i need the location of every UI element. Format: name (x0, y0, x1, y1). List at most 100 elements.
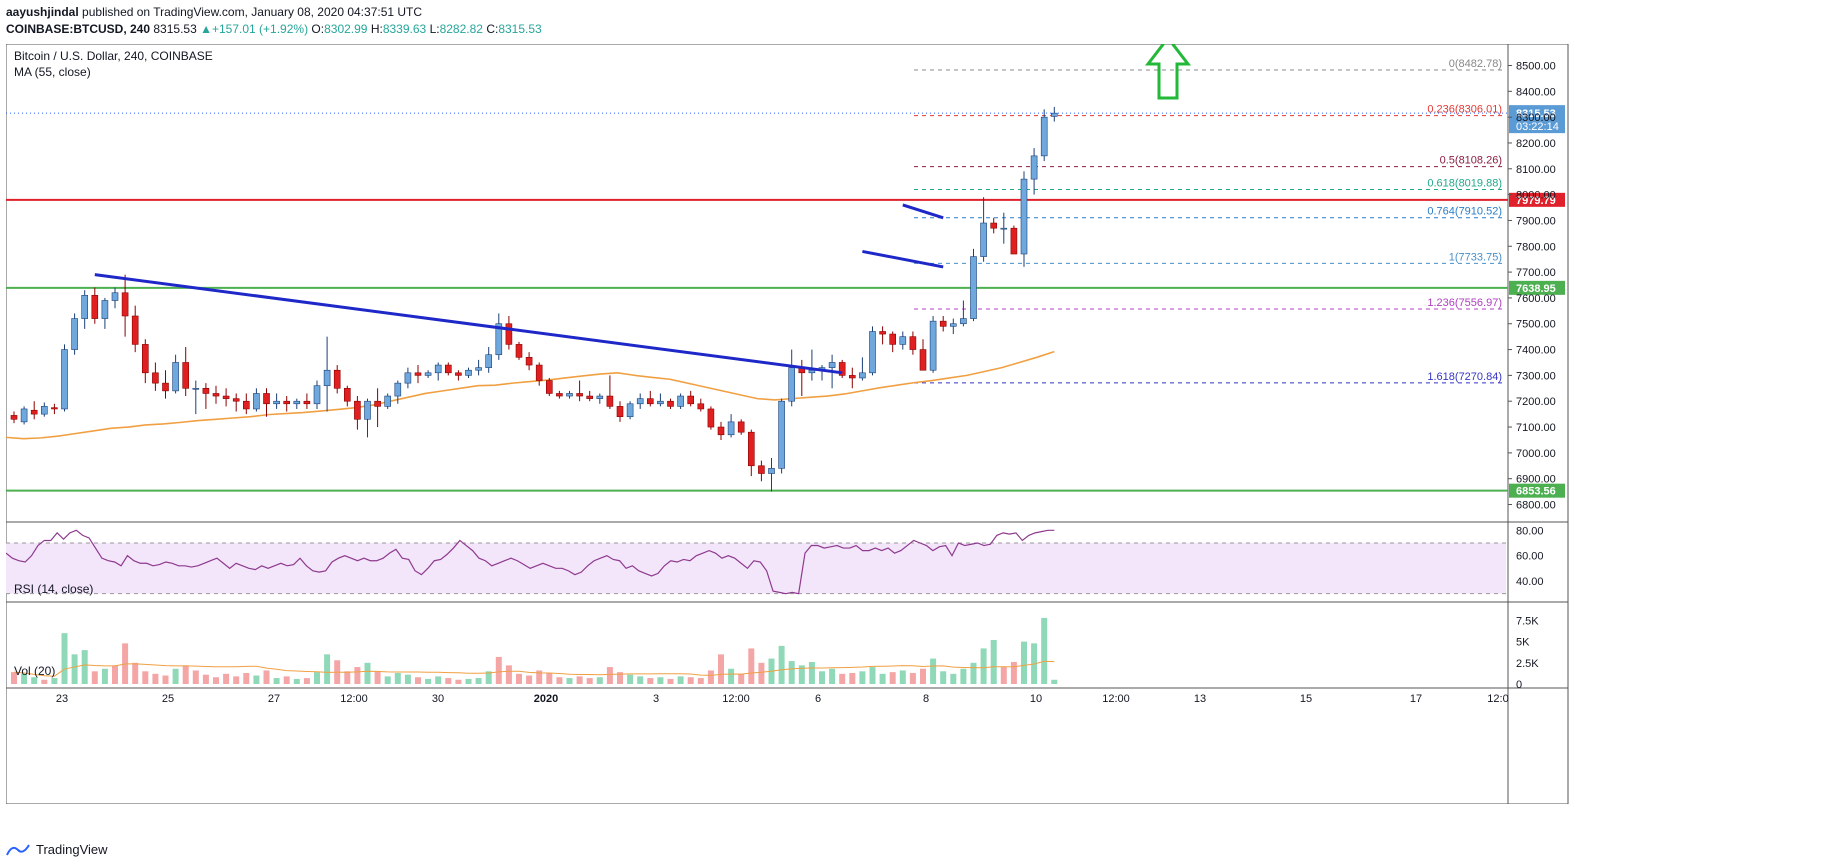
candle-body[interactable] (556, 393, 563, 397)
candle-body[interactable] (434, 364, 442, 374)
flag-lower-line[interactable] (862, 249, 944, 269)
candle-body[interactable] (111, 292, 119, 301)
main-bearish-trendline[interactable] (94, 273, 843, 375)
candle-body[interactable] (1040, 116, 1048, 157)
candle-body[interactable] (253, 393, 260, 410)
candle-body[interactable] (283, 400, 291, 405)
candle-body[interactable] (717, 426, 725, 436)
candle-body[interactable] (768, 468, 775, 474)
candle-body[interactable] (71, 318, 78, 350)
candle-body[interactable] (303, 400, 311, 405)
candle-body[interactable] (394, 382, 402, 397)
candle-body[interactable] (626, 403, 634, 418)
candle-body[interactable] (707, 408, 715, 428)
candle-body[interactable] (616, 406, 624, 418)
candle-body[interactable] (879, 331, 886, 335)
candle-body[interactable] (455, 372, 462, 376)
candle-body[interactable] (475, 367, 482, 371)
candle-body[interactable] (899, 336, 907, 345)
candle-body[interactable] (778, 400, 785, 469)
candle-body[interactable] (586, 395, 594, 399)
candle-body[interactable] (61, 349, 68, 410)
up-arrow-annotation[interactable] (1144, 44, 1192, 100)
candle-body[interactable] (869, 331, 876, 374)
candle-body[interactable] (51, 407, 58, 410)
candle-body[interactable] (232, 398, 240, 402)
candle-body[interactable] (485, 354, 493, 368)
candle-body[interactable] (970, 256, 977, 319)
candle-body[interactable] (354, 400, 361, 420)
candle-body[interactable] (172, 362, 179, 392)
candle-body[interactable] (384, 395, 392, 407)
candle-body[interactable] (1051, 112, 1058, 117)
candle-body[interactable] (939, 320, 947, 327)
candle-body[interactable] (1010, 227, 1018, 255)
candle-body[interactable] (152, 372, 159, 384)
candle-body[interactable] (323, 369, 331, 387)
candle-body[interactable] (121, 292, 129, 317)
candle-body[interactable] (495, 323, 503, 356)
candle-body[interactable] (182, 362, 189, 389)
candle-body[interactable] (596, 395, 604, 399)
candle-body[interactable] (343, 387, 351, 402)
candle-body[interactable] (646, 398, 654, 405)
candle-body[interactable] (1000, 227, 1008, 230)
candle-body[interactable] (929, 320, 937, 371)
candle-body[interactable] (212, 393, 220, 397)
candle-body[interactable] (313, 385, 321, 405)
candle-body[interactable] (142, 344, 149, 374)
candle-body[interactable] (737, 421, 745, 433)
candle-body[interactable] (919, 349, 927, 371)
candle-body[interactable] (162, 382, 169, 392)
candle-body[interactable] (636, 398, 644, 405)
candle-body[interactable] (949, 323, 957, 327)
candle-body[interactable] (374, 400, 381, 407)
candle-body[interactable] (202, 387, 210, 394)
candle-body[interactable] (293, 400, 301, 405)
candle-body[interactable] (81, 295, 88, 319)
candle-body[interactable] (758, 465, 765, 474)
candle-body[interactable] (131, 315, 139, 345)
candle-body[interactable] (30, 409, 38, 415)
tradingview-brand[interactable]: TradingView (36, 842, 108, 857)
candle-body[interactable] (101, 300, 109, 319)
candle-body[interactable] (990, 222, 998, 229)
candle-body[interactable] (91, 295, 99, 319)
candle-body[interactable] (1030, 155, 1038, 180)
candle-body[interactable] (606, 395, 614, 407)
candle-body[interactable] (889, 333, 897, 345)
candle-body[interactable] (525, 357, 533, 366)
trendlines-layer[interactable] (94, 203, 944, 375)
candle-body[interactable] (222, 395, 230, 399)
candle-body[interactable] (788, 367, 796, 402)
candle-body[interactable] (667, 400, 674, 407)
candle-body[interactable] (828, 362, 836, 368)
candle-body[interactable] (687, 395, 695, 405)
candle-body[interactable] (20, 408, 28, 423)
candle-body[interactable] (243, 400, 250, 410)
candle-body[interactable] (273, 400, 280, 405)
candle-body[interactable] (404, 372, 412, 384)
candle-body[interactable] (40, 406, 48, 415)
candle-body[interactable] (980, 222, 987, 257)
candle-body[interactable] (535, 364, 543, 381)
candle-body[interactable] (747, 431, 755, 467)
candle-body[interactable] (424, 372, 432, 376)
candle-body[interactable] (364, 400, 371, 420)
candle-body[interactable] (505, 323, 513, 345)
candle-body[interactable] (727, 421, 735, 436)
candle-body[interactable] (545, 380, 553, 394)
candle-body[interactable] (859, 372, 866, 379)
candle-body[interactable] (838, 362, 846, 376)
candle-body[interactable] (465, 369, 472, 376)
candle-body[interactable] (192, 387, 200, 390)
candle-body[interactable] (1020, 178, 1028, 255)
candle-body[interactable] (657, 400, 664, 405)
candle-body[interactable] (515, 344, 523, 358)
candle-body[interactable] (566, 393, 573, 397)
candle-body[interactable] (697, 403, 705, 410)
candle-body[interactable] (10, 415, 18, 420)
candle-body[interactable] (960, 318, 967, 325)
author-name[interactable]: aayushjindal (6, 5, 79, 19)
